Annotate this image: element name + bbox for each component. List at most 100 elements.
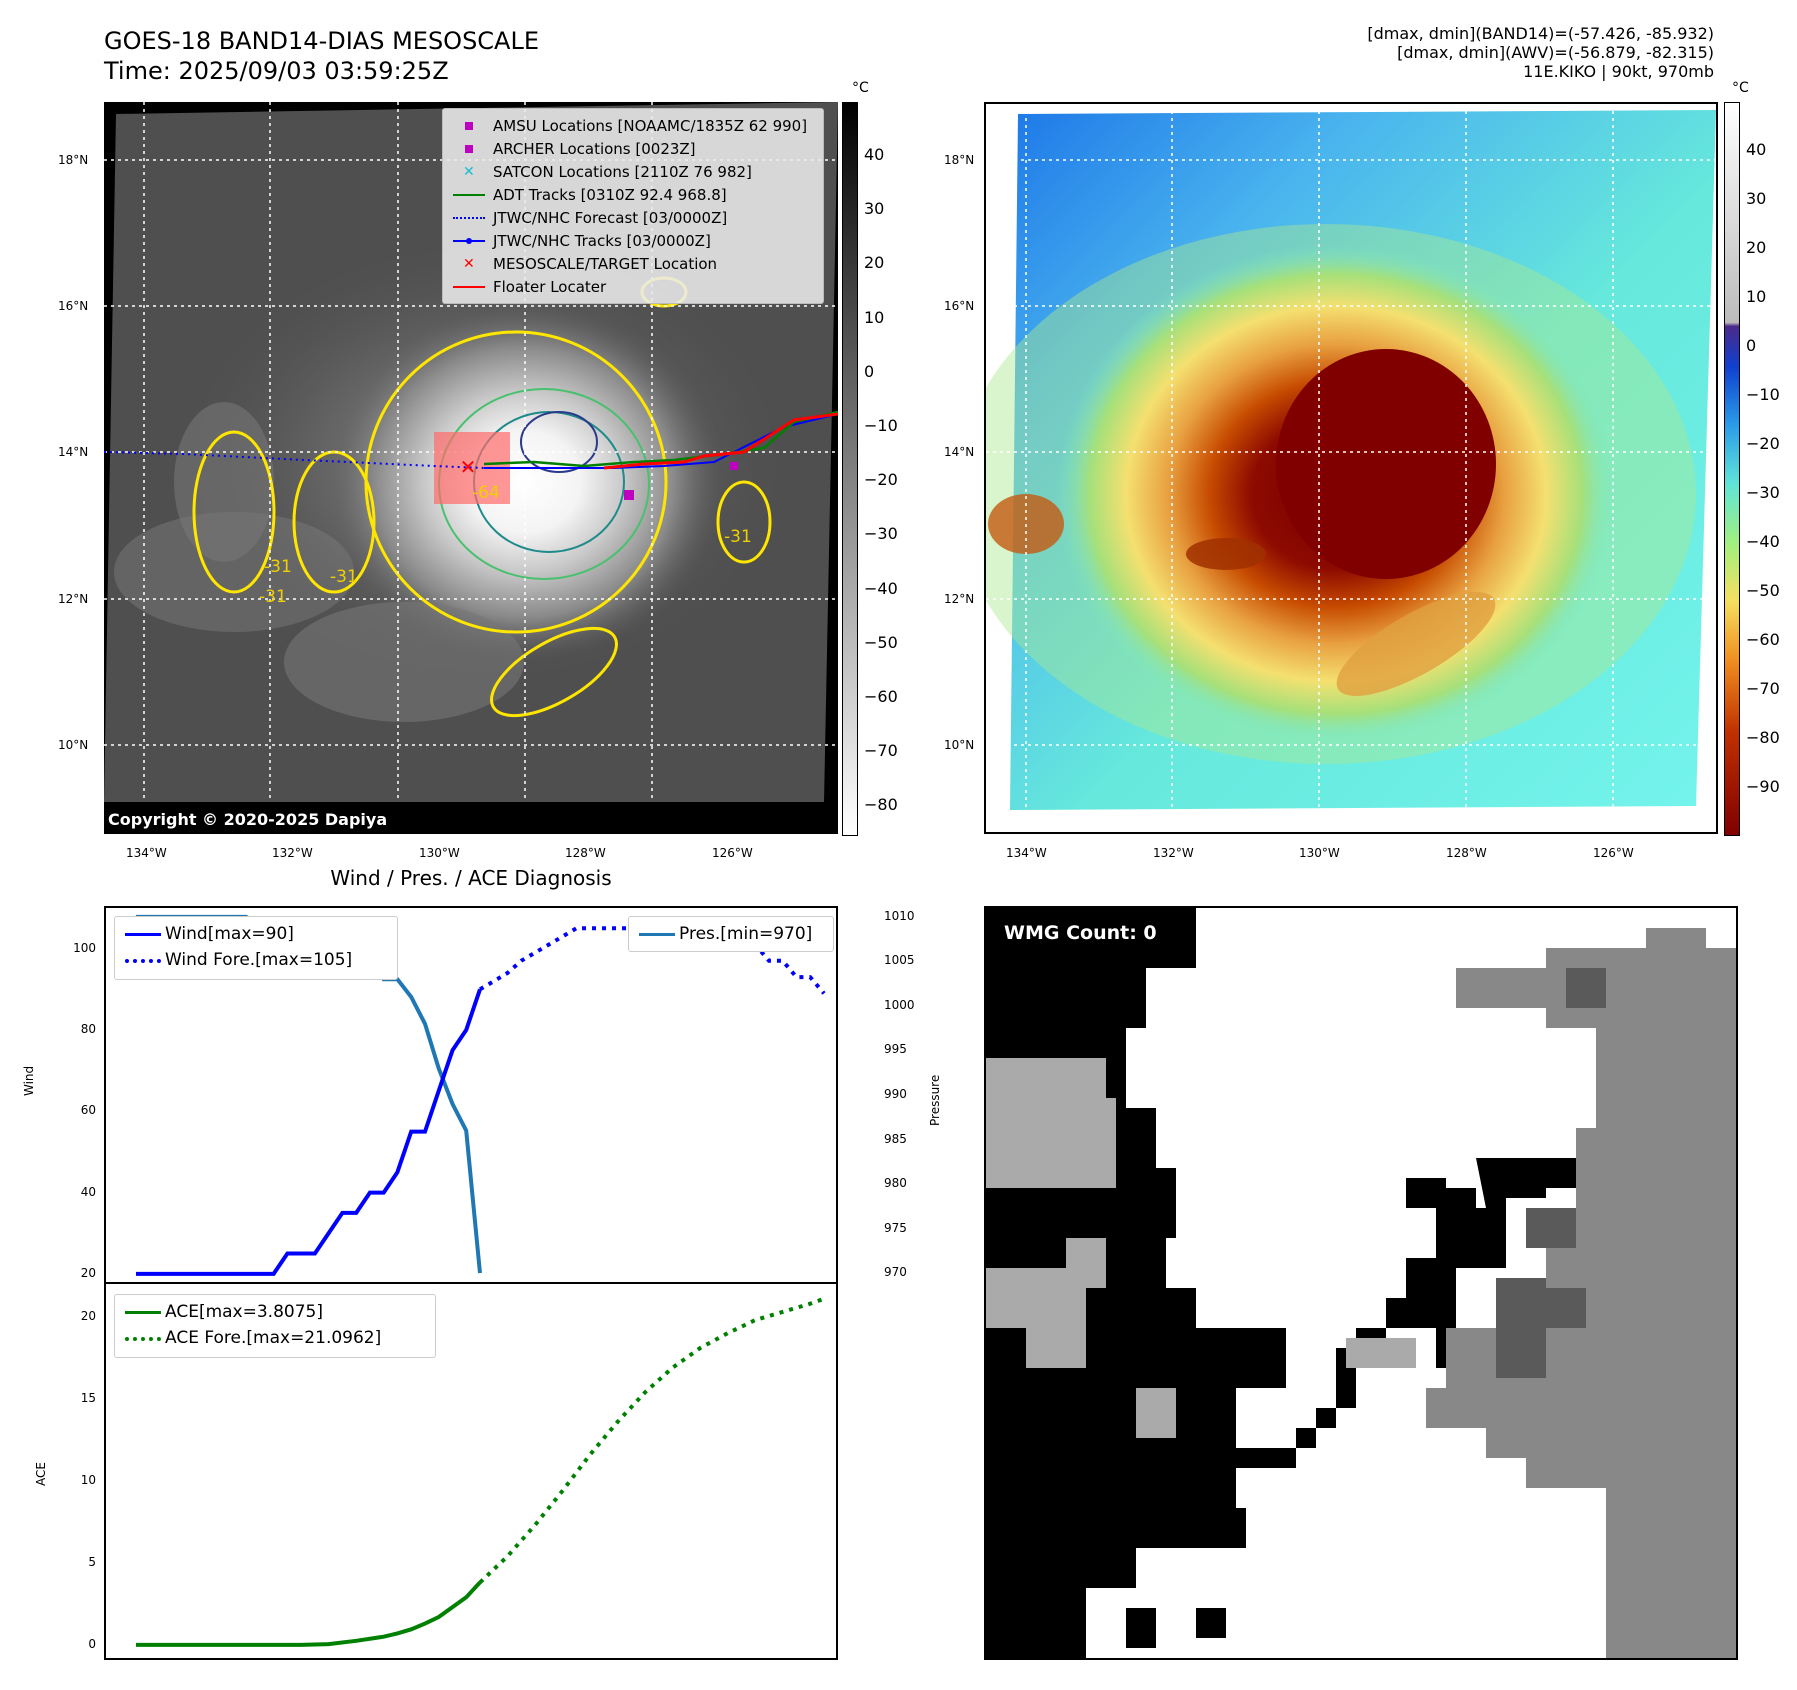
figure-title: GOES-18 BAND14-DIAS MESOSCALE [104,27,540,55]
pressure-tick-label: 1005 [884,953,915,968]
legend-amsu-label: AMSU Locations [NOAAMC/1835Z 62 990] [493,117,808,135]
pressure-tick-label: 985 [884,1131,907,1146]
enhanced-gridlines [986,104,1716,832]
contour-label-31d: -31 [724,527,752,547]
legend-tracks-marker [451,230,487,252]
ir-colorbar [842,102,858,836]
wind-ylabel: Wind [22,1065,36,1096]
pressure-tick-label: 1000 [884,997,915,1012]
pressure-legend: Pres.[min=970] [628,916,834,952]
wind-legend-observed-label: Wind[max=90] [165,924,294,944]
wind-legend-forecast-label: Wind Fore.[max=105] [165,950,353,970]
target-marker: ✕ [460,455,477,479]
enhanced-colorbar-tick: −50 [1746,581,1780,600]
color-lon-label-128: 128°W [1446,846,1487,860]
legend-archer-label: ARCHER Locations [0023Z] [493,140,696,158]
enhanced-colorbar-tick: −70 [1746,679,1780,698]
wind-tick-label: 60 [80,1103,96,1118]
legend-satcon-marker: ✕ [463,164,475,180]
wmg-dark-gray-region [1566,968,1606,1008]
enhanced-colorbar-tick: −80 [1746,728,1780,747]
enhanced-colorbar-unit: °C [1732,80,1749,96]
color-lon-label-130: 130°W [1299,846,1340,860]
wind-pressure-axes: Wind[max=90] Wind Fore.[max=105] Pres.[m… [104,906,838,1284]
color-lat-label-12: 12°N [944,592,975,606]
copyright-label: Copyright © 2020-2025 Dapiya [104,808,418,832]
ir-colorbar-tick: −30 [864,524,898,544]
wind-tick-label: 40 [80,1184,96,1199]
color-lon-label-126: 126°W [1593,846,1634,860]
wmg-black-region-left [986,908,1506,1658]
enhanced-colorbar [1724,102,1740,836]
pressure-legend-label: Pres.[min=970] [679,924,813,944]
legend-archer-marker [451,138,487,160]
enhanced-colorbar-tick: 30 [1746,189,1767,208]
ir-lon-label-132: 132°W [272,846,313,860]
ir-lat-label-12: 12°N [58,592,89,606]
ir-colorbar-tick: −70 [864,741,898,761]
ir-legend: AMSU Locations [NOAAMC/1835Z 62 990] ARC… [442,108,824,304]
ir-colorbar-tick: 10 [864,307,885,327]
wmg-grid [986,908,1736,1658]
legend-forecast-label: JTWC/NHC Forecast [03/0000Z] [493,209,728,227]
color-lon-label-134: 134°W [1006,846,1047,860]
ir-colorbar-tick: −10 [864,416,898,435]
enhanced-colorbar-tick: 40 [1746,140,1767,159]
wind-legend: Wind[max=90] Wind Fore.[max=105] [114,916,398,980]
wind-tick-label: 20 [80,1265,96,1280]
ir-colorbar-tick: −60 [864,687,898,706]
ace-forecast-series-line [478,1296,825,1584]
legend-floater-marker [451,276,487,298]
legend-adt-label: ADT Tracks [0310Z 92.4 968.8] [493,186,727,204]
ir-colorbar-tick: 20 [864,253,885,273]
enhanced-colorbar-tick: 0 [1746,336,1757,355]
wmg-light-gray-region [986,1058,1116,1188]
wmg-panel: WMG Count: 0 [984,906,1738,1660]
legend-tracks-label: JTWC/NHC Tracks [03/0000Z] [493,232,711,250]
legend-satcon-label: SATCON Locations [2110Z 76 982] [493,163,752,181]
enhanced-colorbar-tick: −30 [1746,483,1780,502]
enhanced-colorbar-tick: 20 [1746,238,1767,257]
ace-legend: ACE[max=3.8075] ACE Fore.[max=21.0962] [114,1294,436,1358]
enhanced-colorbar-tick: −60 [1746,630,1780,649]
ace-tick-label: 15 [80,1390,96,1405]
color-lat-label-14: 14°N [944,445,975,459]
ir-lon-label-130: 130°W [419,846,460,860]
ace-legend-forecast-label: ACE Fore.[max=21.0962] [165,1328,382,1348]
ir-colorbar-tick: −40 [864,578,898,598]
wind-series-line [136,988,482,1276]
enhanced-colorbar-tick: 10 [1746,287,1767,306]
pressure-tick-label: 1010 [884,908,915,923]
enhanced-map-panel [984,102,1718,834]
ir-lat-label-14: 14°N [58,445,89,459]
amsu-marker [624,490,634,500]
ace-axes: ACE[max=3.8075] ACE Fore.[max=21.0962] [104,1282,838,1660]
legend-target-label: MESOSCALE/TARGET Location [493,255,718,273]
ace-series-line [136,1581,482,1647]
legend-amsu-marker [451,115,487,137]
archer-marker [730,462,738,470]
storm-core [1276,349,1496,579]
adt-track-line [483,410,838,468]
color-lat-label-16: 16°N [944,299,975,313]
pressure-tick-label: 975 [884,1220,907,1235]
enhanced-colorbar-tick: −40 [1746,532,1780,551]
color-lat-label-18: 18°N [944,153,975,167]
ir-lon-label-126: 126°W [712,846,753,860]
legend-floater-label: Floater Locater [493,278,607,296]
pressure-tick-label: 970 [884,1265,907,1280]
ir-map-panel: ✕ -64 -31 -31 -31 -31 Copyright © 2020-2… [104,102,838,834]
ir-colorbar-unit: °C [852,80,869,96]
contour-label-64: -64 [472,483,500,503]
band14-range-text: [dmax, dmin](BAND14)=(-57.426, -85.932) [1367,24,1714,43]
ir-colorbar-tick: 0 [864,361,875,381]
legend-target-marker: ✕ [463,256,475,272]
contour-label-31c: -31 [330,567,358,587]
pressure-tick-label: 995 [884,1042,907,1057]
color-lat-label-10: 10°N [944,738,975,752]
pressure-ylabel: Pressure [928,1074,942,1126]
awv-range-text: [dmax, dmin](AWV)=(-56.879, -82.315) [1397,43,1714,62]
legend-forecast-marker [451,207,487,229]
enhanced-colorbar-tick: −90 [1746,777,1780,796]
wind-tick-label: 80 [80,1021,96,1036]
